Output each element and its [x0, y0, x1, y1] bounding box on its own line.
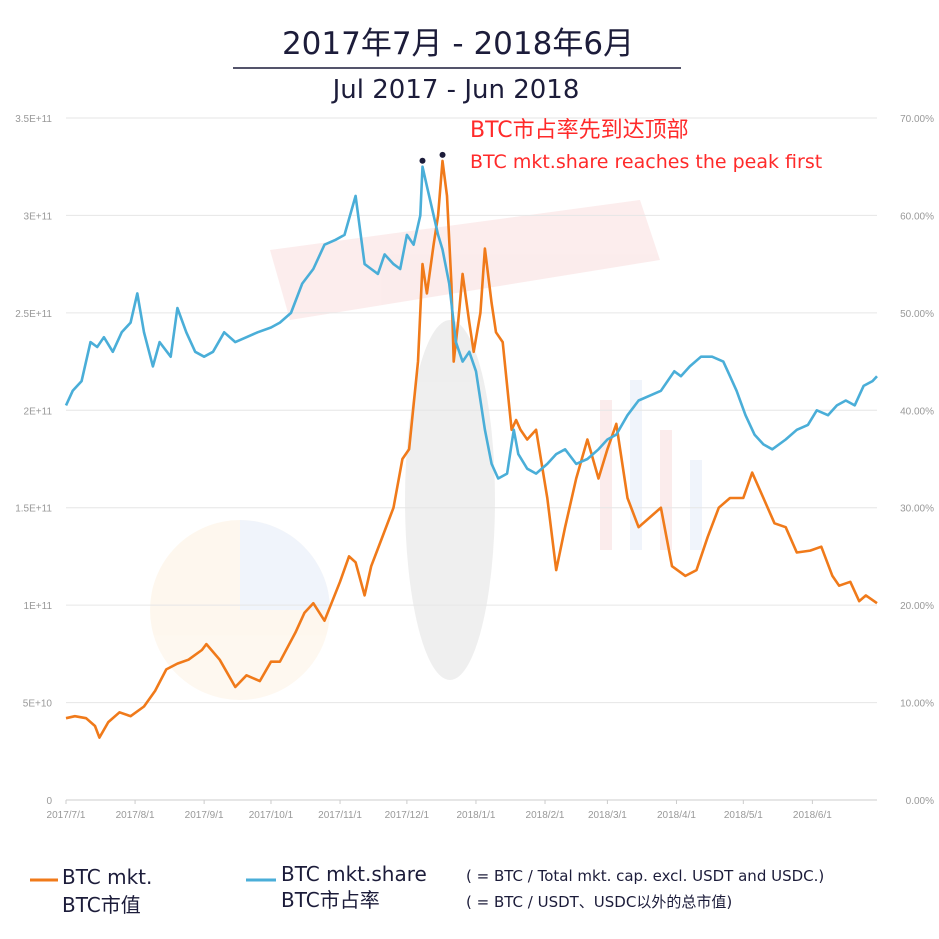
x-tick-label: 2017/9/1: [185, 810, 224, 821]
y-right-tick-label: 50.00%: [900, 309, 934, 320]
x-tick-label: 2018/6/1: [793, 810, 832, 821]
x-tick-label: 2018/5/1: [724, 810, 763, 821]
y-right-tick-label: 40.00%: [900, 406, 934, 417]
x-tick-label: 2018/1/1: [456, 810, 495, 821]
x-tick-label: 2018/2/1: [526, 810, 565, 821]
x-axis-ticks: 2017/7/1 2017/8/1 2017/9/1 2017/10/1 2017/11…: [47, 800, 832, 821]
y-left-tick-label: 2E+11: [24, 406, 53, 417]
annotation-cn: BTC市占率先到达顶部: [470, 118, 689, 143]
y-right-tick-label: 10.00%: [900, 699, 934, 710]
gridlines: [66, 117, 877, 801]
y-left-tick-label: 2.5E+11: [15, 309, 52, 320]
x-tick-label: 2017/11/1: [318, 810, 362, 821]
x-tick-label: 2018/3/1: [588, 810, 627, 821]
y-left-tick-label: 3E+11: [24, 211, 53, 222]
y-axis-right-ticks: 0.00% 10.00% 20.00% 30.00% 40.00% 50.00% 60.00…: [900, 114, 934, 807]
y-right-tick-label: 60.00%: [900, 211, 934, 222]
series-lines: [64, 159, 878, 739]
market-share-peak-dot: [419, 157, 426, 164]
peak-markers: [419, 151, 446, 164]
series-line-market-cap: [65, 159, 878, 739]
y-left-tick-label: 0: [46, 796, 52, 807]
x-tick-label: 2017/10/1: [249, 810, 294, 821]
y-right-tick-label: 0.00%: [906, 796, 934, 807]
legend-note-cn: ( = BTC / USDT、USDC以外的总市值): [466, 893, 732, 911]
y-left-tick-label: 1E+11: [24, 601, 53, 612]
x-tick-label: 2017/12/1: [385, 810, 430, 821]
annotation-en: BTC mkt.share reaches the peak first: [470, 151, 822, 173]
legend-cap-line2: BTC市值: [62, 893, 141, 917]
legend-share-line1: BTC mkt.share: [281, 862, 427, 886]
legend-cap-line1: BTC mkt.: [62, 865, 152, 889]
y-left-tick-label: 5E+10: [23, 699, 53, 710]
chart-title: 2017年7月 - 2018年6月: [282, 26, 634, 62]
chart-subtitle: Jul 2017 - Jun 2018: [331, 75, 580, 105]
y-left-tick-label: 3.5E+11: [15, 114, 52, 125]
y-right-tick-label: 20.00%: [900, 601, 934, 612]
y-right-tick-label: 70.00%: [900, 114, 934, 125]
market-cap-peak-dot: [439, 151, 446, 158]
y-axis-left-ticks: 0 5E+10 1E+11 1.5E+11 2E+11 2.5E+11 3E+11 3.5E+…: [15, 114, 52, 807]
x-tick-label: 2017/7/1: [47, 810, 86, 821]
y-left-tick-label: 1.5E+11: [15, 504, 52, 515]
series-line-market-share: [64, 165, 878, 480]
legend-note-en: ( = BTC / Total mkt. cap. excl. USDT and…: [466, 867, 824, 885]
x-tick-label: 2018/4/1: [657, 810, 696, 821]
y-right-tick-label: 30.00%: [900, 504, 934, 515]
x-tick-label: 2017/8/1: [116, 810, 155, 821]
legend-share-line2: BTC市占率: [281, 888, 380, 912]
